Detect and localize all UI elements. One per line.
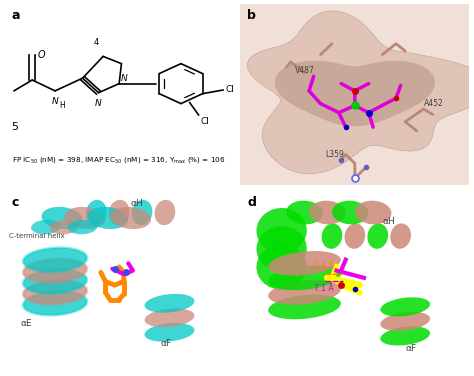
Ellipse shape — [49, 220, 79, 234]
Ellipse shape — [23, 270, 87, 293]
Ellipse shape — [42, 207, 82, 229]
Text: b: b — [247, 9, 256, 22]
Ellipse shape — [380, 312, 430, 331]
Ellipse shape — [322, 223, 342, 249]
Ellipse shape — [23, 291, 87, 315]
Ellipse shape — [145, 294, 194, 313]
Text: c: c — [11, 196, 19, 209]
Ellipse shape — [132, 200, 152, 225]
Text: 3.5 Å: 3.5 Å — [314, 262, 333, 271]
Ellipse shape — [64, 207, 105, 229]
Ellipse shape — [268, 294, 341, 319]
Text: αH: αH — [383, 217, 395, 226]
Text: N: N — [120, 74, 127, 83]
Ellipse shape — [256, 244, 307, 290]
Polygon shape — [274, 61, 435, 126]
Ellipse shape — [68, 220, 97, 234]
Text: V487: V487 — [295, 67, 315, 76]
Text: FP IC$_{50}$ (nM) = 398, IMAP EC$_{50}$ (nM) = 316, Y$_{\rm max}$ (%) = 106: FP IC$_{50}$ (nM) = 398, IMAP EC$_{50}$ … — [11, 155, 225, 165]
Ellipse shape — [256, 226, 307, 271]
Text: αE: αE — [21, 319, 32, 328]
Ellipse shape — [355, 201, 392, 224]
Ellipse shape — [145, 323, 194, 342]
Ellipse shape — [86, 200, 107, 225]
Ellipse shape — [109, 200, 129, 225]
Text: N: N — [52, 97, 58, 106]
Text: 5: 5 — [11, 122, 18, 132]
Ellipse shape — [23, 248, 87, 271]
Ellipse shape — [380, 326, 430, 346]
Ellipse shape — [309, 201, 346, 224]
Ellipse shape — [380, 297, 430, 317]
Text: αH: αH — [131, 199, 143, 208]
Text: αF: αF — [160, 339, 172, 348]
Ellipse shape — [345, 223, 365, 249]
Ellipse shape — [145, 308, 194, 327]
Text: A452: A452 — [423, 99, 443, 108]
Text: αF: αF — [405, 344, 416, 353]
Text: C-terminal helix: C-terminal helix — [9, 233, 65, 239]
Ellipse shape — [268, 265, 341, 290]
Ellipse shape — [31, 220, 61, 234]
Ellipse shape — [268, 251, 341, 276]
Text: N: N — [95, 99, 102, 108]
Text: a: a — [11, 9, 20, 22]
Ellipse shape — [332, 201, 368, 224]
Polygon shape — [247, 11, 474, 174]
Text: Cl: Cl — [226, 85, 235, 94]
Ellipse shape — [23, 259, 87, 282]
Ellipse shape — [256, 208, 307, 253]
Text: H: H — [60, 101, 65, 110]
Text: 7.1 Å: 7.1 Å — [314, 284, 333, 293]
Text: Cl: Cl — [201, 117, 210, 126]
Ellipse shape — [23, 280, 87, 304]
Text: 4: 4 — [94, 38, 99, 47]
Ellipse shape — [155, 200, 175, 225]
Text: d: d — [247, 196, 256, 209]
Text: O: O — [38, 50, 46, 59]
Ellipse shape — [367, 223, 388, 249]
Ellipse shape — [110, 207, 151, 229]
Ellipse shape — [268, 280, 341, 305]
Ellipse shape — [286, 201, 323, 224]
Ellipse shape — [87, 207, 128, 229]
Text: L359: L359 — [325, 150, 344, 159]
Ellipse shape — [390, 223, 411, 249]
